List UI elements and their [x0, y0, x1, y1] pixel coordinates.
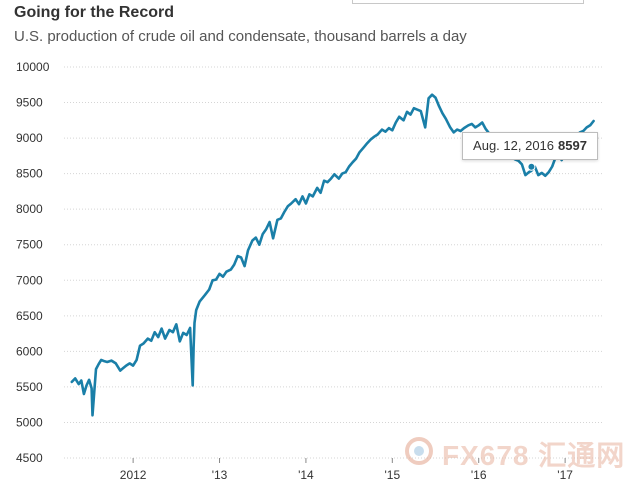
- y-tick-label: 4500: [16, 451, 43, 465]
- marker-layer: [527, 162, 536, 171]
- y-tick-label: 6500: [16, 309, 43, 323]
- tooltip-date: Aug. 12, 2016: [473, 138, 555, 153]
- y-tick-label: 7000: [16, 273, 43, 287]
- y-tick-label: 5000: [16, 415, 43, 429]
- x-tick-label: '16: [471, 468, 487, 482]
- watermark: FX678 汇通网: [404, 434, 624, 471]
- y-tick-label: 8500: [16, 167, 43, 181]
- y-tick-label: 7500: [16, 238, 43, 252]
- grid-lines: [64, 66, 604, 459]
- top-frame-edge: [352, 0, 584, 4]
- chart-subtitle: U.S. production of crude oil and condens…: [14, 28, 467, 45]
- y-axis-ticks: 4500 5000 5500 6000 6500 7000 7500 8000 8500 9000…: [16, 60, 50, 465]
- y-tick-label: 6000: [16, 344, 43, 358]
- x-tick-label: '15: [384, 468, 400, 482]
- x-tick-label: '13: [212, 468, 228, 482]
- x-tick-label: 2012: [120, 468, 147, 482]
- y-tick-label: 9500: [16, 96, 43, 110]
- y-tick-label: 8000: [16, 202, 43, 216]
- x-tick-label: '17: [557, 468, 573, 482]
- x-axis-ticks: 2012 '13 '14 '15 '16 '17: [120, 458, 573, 482]
- watermark-logo-icon: [405, 437, 433, 465]
- tooltip-value: 8597: [558, 138, 587, 153]
- chart-title: Going for the Record: [14, 4, 174, 21]
- y-tick-label: 5500: [16, 380, 43, 394]
- y-tick-label: 9000: [16, 131, 43, 145]
- data-tooltip: Aug. 12, 2016 8597: [462, 132, 598, 160]
- x-tick-label: '14: [298, 468, 314, 482]
- y-tick-label: 10000: [16, 60, 50, 74]
- watermark-text: FX678 汇通网: [442, 440, 626, 471]
- highlight-point[interactable]: [527, 162, 536, 171]
